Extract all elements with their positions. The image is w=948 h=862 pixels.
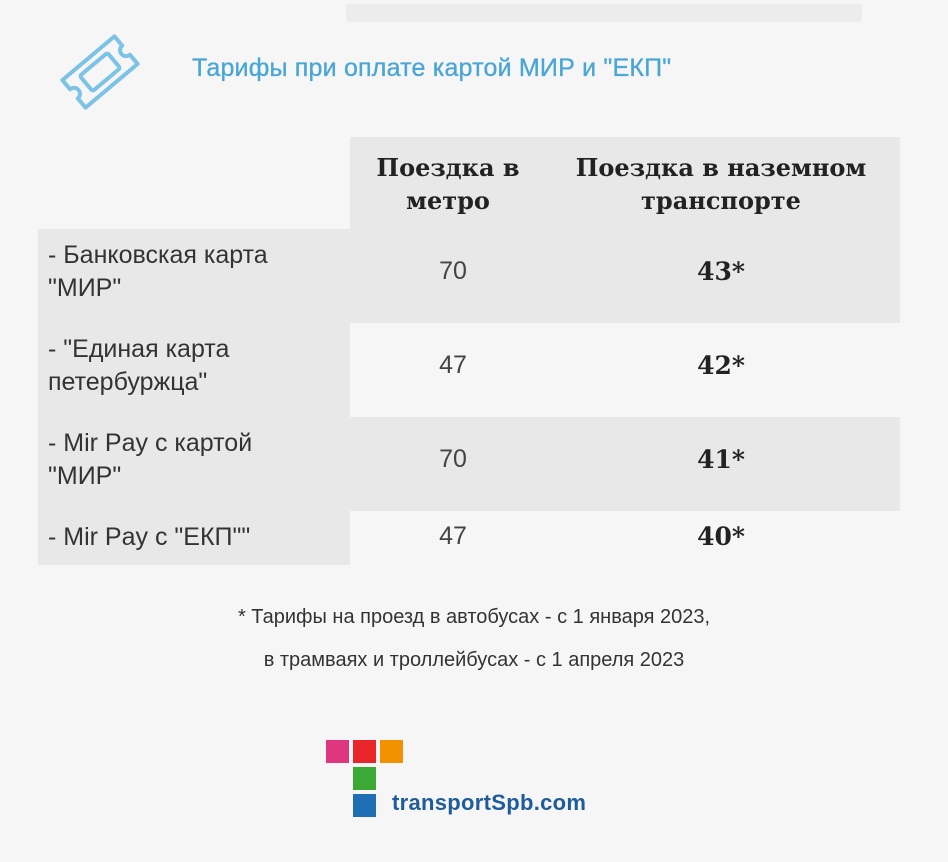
row-label: - Банковская карта "МИР": [48, 241, 268, 302]
row-left-shade: [38, 323, 350, 417]
ticket-icon: [60, 34, 140, 110]
table-header: Поездка в метро Поездка в наземном транс…: [38, 137, 900, 229]
logo-square-red: [353, 740, 376, 763]
page-title: Тарифы при оплате картой МИР и "ЕКП": [192, 54, 672, 82]
logo-square-pink: [326, 740, 349, 763]
logo-square-green: [353, 767, 376, 790]
table-row: - "Единая карта петербуржца" 47 42*: [38, 323, 900, 417]
row-metro-price: 47: [439, 351, 467, 379]
row-ground-price: 43*: [697, 257, 745, 286]
header-background: [350, 137, 900, 229]
row-label: - "Единая карта петербуржца": [48, 335, 230, 396]
row-metro-price: 70: [439, 257, 467, 285]
row-ground-price: 41*: [697, 445, 745, 474]
header-metro: Поездка в метро: [376, 153, 520, 215]
row-ground-price: 42*: [697, 351, 745, 380]
footnote-line-1: * Тарифы на проезд в автобусах - с 1 янв…: [237, 606, 711, 628]
table-row: - Mir Pay с картой "МИР" 70 41*: [38, 417, 900, 511]
logo-text: transportSpb.com: [392, 790, 587, 815]
row-label: - Mir Pay с "ЕКП"": [48, 523, 251, 551]
tariff-table: Поездка в метро Поездка в наземном транс…: [38, 137, 900, 565]
logo-square-blue: [353, 794, 376, 817]
row-metro-price: 47: [439, 522, 467, 550]
header-ground-transport: Поездка в наземном транспорте: [575, 153, 867, 215]
row-metro-price: 70: [439, 445, 467, 473]
top-strip: [346, 4, 862, 22]
row-label: - Mir Pay с картой "МИР": [48, 429, 253, 490]
row-ground-price: 40*: [697, 522, 745, 551]
row-left-shade: [38, 511, 350, 565]
logo-square-orange: [380, 740, 403, 763]
table-row: - Mir Pay с "ЕКП"" 47 40*: [38, 511, 900, 565]
footnote-line-2: в трамваях и троллейбусах - с 1 апреля 2…: [263, 649, 685, 671]
table-row: - Банковская карта "МИР" 70 43*: [38, 229, 900, 323]
transportspb-logo[interactable]: transportSpb.com: [326, 740, 626, 820]
